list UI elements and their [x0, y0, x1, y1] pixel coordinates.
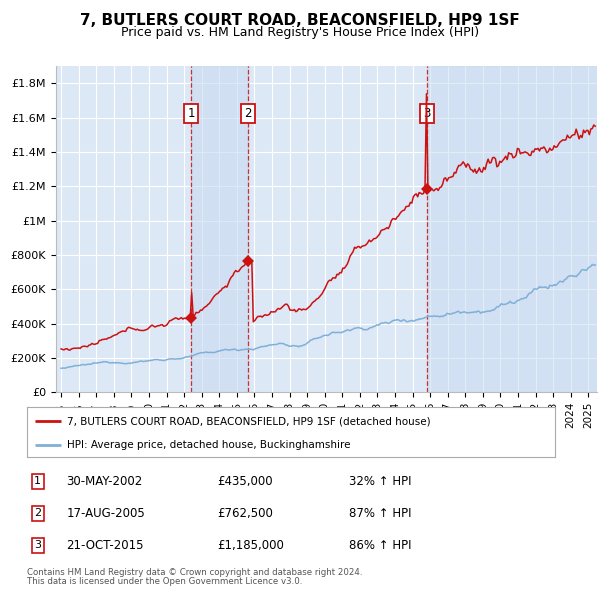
Text: 30-MAY-2002: 30-MAY-2002	[67, 475, 143, 488]
Text: 2: 2	[34, 509, 41, 518]
Text: Contains HM Land Registry data © Crown copyright and database right 2024.: Contains HM Land Registry data © Crown c…	[27, 568, 362, 576]
Text: Price paid vs. HM Land Registry's House Price Index (HPI): Price paid vs. HM Land Registry's House …	[121, 26, 479, 39]
Text: 3: 3	[34, 540, 41, 550]
Text: 1: 1	[34, 476, 41, 486]
Text: 7, BUTLERS COURT ROAD, BEACONSFIELD, HP9 1SF: 7, BUTLERS COURT ROAD, BEACONSFIELD, HP9…	[80, 13, 520, 28]
Text: 2: 2	[244, 107, 251, 120]
Text: 21-OCT-2015: 21-OCT-2015	[67, 539, 144, 552]
Text: 1: 1	[188, 107, 195, 120]
Text: 3: 3	[423, 107, 430, 120]
Text: 17-AUG-2005: 17-AUG-2005	[67, 507, 145, 520]
Bar	[427, 66, 597, 392]
Text: £762,500: £762,500	[217, 507, 273, 520]
Bar	[191, 66, 248, 392]
Text: £1,185,000: £1,185,000	[217, 539, 284, 552]
Text: £435,000: £435,000	[217, 475, 273, 488]
Text: 87% ↑ HPI: 87% ↑ HPI	[349, 507, 412, 520]
Text: 32% ↑ HPI: 32% ↑ HPI	[349, 475, 412, 488]
Text: 86% ↑ HPI: 86% ↑ HPI	[349, 539, 412, 552]
Text: 7, BUTLERS COURT ROAD, BEACONSFIELD, HP9 1SF (detached house): 7, BUTLERS COURT ROAD, BEACONSFIELD, HP9…	[67, 416, 430, 426]
Text: HPI: Average price, detached house, Buckinghamshire: HPI: Average price, detached house, Buck…	[67, 440, 350, 450]
Text: This data is licensed under the Open Government Licence v3.0.: This data is licensed under the Open Gov…	[27, 577, 302, 586]
